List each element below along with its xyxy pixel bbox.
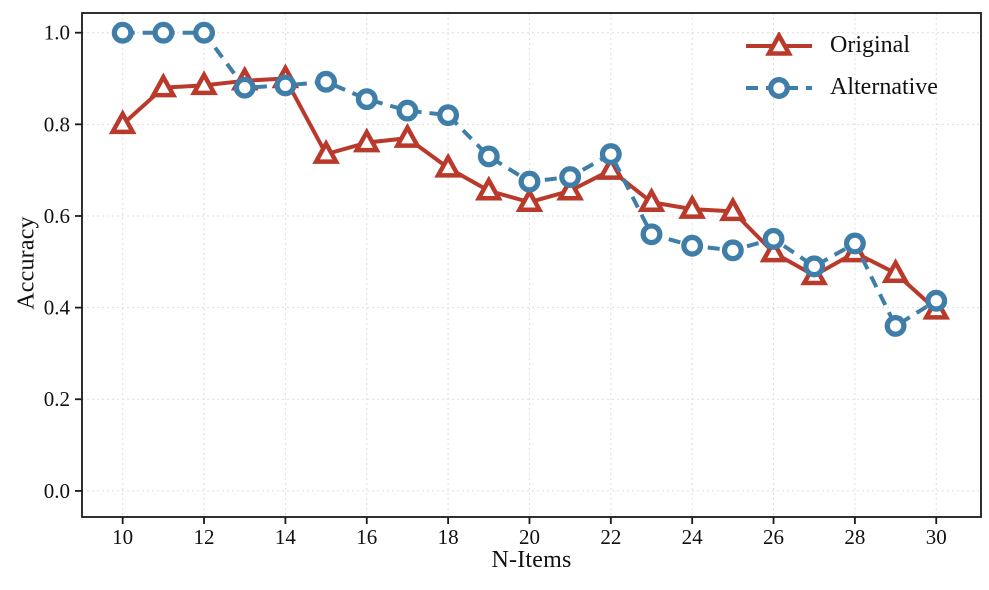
- y-tick-label: 0.8: [44, 112, 70, 136]
- legend: Original Alternative: [745, 26, 938, 107]
- x-tick-label: 22: [600, 525, 621, 549]
- data-point-marker: [721, 239, 744, 262]
- data-point-marker: [108, 109, 137, 135]
- data-point-marker: [193, 21, 215, 44]
- data-point-marker: [233, 76, 256, 99]
- legend-sample-line: [746, 76, 812, 99]
- data-point-marker: [474, 175, 503, 201]
- y-axis-title: Accuracy: [13, 216, 40, 310]
- data-point-marker: [599, 143, 622, 166]
- data-point-marker: [355, 88, 378, 111]
- y-tick-label: 0.6: [44, 204, 70, 228]
- x-tick-label: 28: [844, 525, 865, 549]
- data-point-marker: [884, 314, 907, 337]
- data-point-marker: [768, 76, 790, 99]
- y-tick-label: 0.4: [44, 296, 71, 320]
- data-point-marker: [477, 145, 500, 168]
- data-point-marker: [719, 196, 747, 222]
- data-point-marker: [637, 187, 666, 212]
- data-point-marker: [640, 223, 663, 246]
- legend-alternative-marker-icon: [745, 74, 813, 102]
- x-tick-label: 20: [519, 525, 540, 549]
- legend-sample-line: [746, 30, 812, 56]
- data-point-marker: [152, 21, 175, 44]
- data-point-marker: [678, 193, 707, 219]
- axis-tick-labels: 10 12 14 16 18 20 22 24 26 28 30 0.0 0.2 0.4 0.6 0.8 1.0: [44, 21, 947, 549]
- data-point-marker: [881, 258, 910, 283]
- data-point-marker: [843, 232, 866, 255]
- data-point-marker: [434, 152, 462, 178]
- data-point-marker: [352, 127, 381, 153]
- data-point-marker: [518, 170, 541, 193]
- data-point-marker: [274, 74, 297, 97]
- data-point-marker: [111, 21, 134, 44]
- gridlines: [82, 13, 981, 517]
- data-point-marker: [437, 104, 460, 127]
- data-point-marker: [559, 166, 582, 188]
- data-point-marker: [312, 138, 340, 164]
- data-point-marker: [393, 122, 422, 148]
- data-point-marker: [597, 155, 625, 180]
- x-tick-label: 24: [682, 525, 704, 549]
- y-tick-label: 1.0: [44, 21, 70, 45]
- x-tick-label: 16: [356, 525, 377, 549]
- data-point-marker: [681, 234, 704, 257]
- data-point-marker: [925, 289, 948, 312]
- legend-original-marker-icon: [745, 30, 813, 60]
- data-point-marker: [315, 70, 338, 93]
- data-point-marker: [190, 70, 218, 96]
- plot-border: [81, 12, 982, 518]
- data-point-marker: [765, 30, 793, 56]
- data-point-marker: [556, 175, 584, 201]
- data-point-marker: [762, 227, 785, 250]
- series-alternative: [111, 21, 948, 337]
- data-point-marker: [759, 237, 788, 263]
- data-point-marker: [803, 255, 826, 278]
- x-tick-label: 30: [926, 525, 947, 549]
- y-tick-label: 0.2: [44, 387, 70, 411]
- legend-alternative-label: Alternative: [830, 74, 938, 100]
- x-tick-label: 14: [275, 525, 297, 549]
- x-tick-label: 12: [194, 525, 215, 549]
- x-tick-label: 10: [112, 525, 133, 549]
- legend-row-alternative: Alternative: [745, 68, 938, 107]
- axis-ticks: [75, 31, 938, 524]
- x-axis-title: N-Items: [491, 547, 572, 573]
- x-tick-label: 26: [763, 525, 784, 549]
- x-tick-label: 18: [438, 525, 459, 549]
- legend-original-label: Original: [830, 32, 910, 58]
- legend-row-original: Original: [745, 26, 938, 65]
- y-tick-label: 0.0: [44, 479, 70, 503]
- data-point-marker: [396, 99, 419, 122]
- data-point-marker: [149, 72, 178, 98]
- data-point-marker: [515, 187, 544, 212]
